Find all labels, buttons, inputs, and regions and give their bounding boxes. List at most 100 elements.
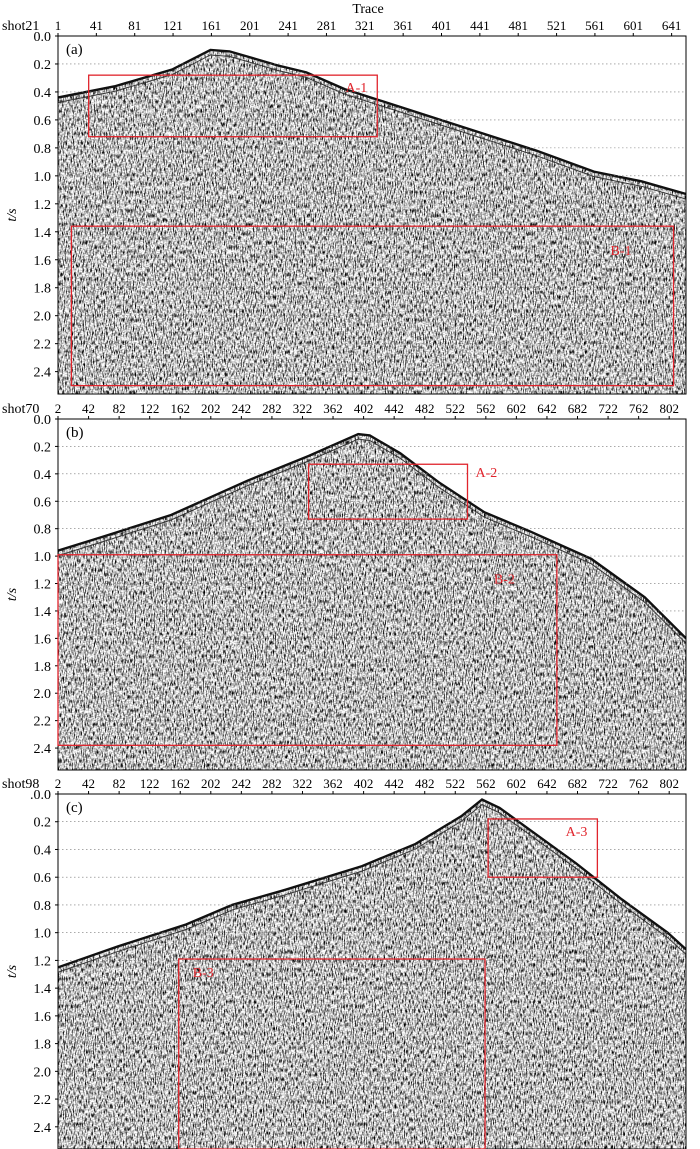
x-tick-label: 562 bbox=[476, 776, 496, 791]
y-tick-label: 1.0 bbox=[34, 550, 52, 565]
x-tick-label: 482 bbox=[415, 401, 435, 416]
x-tick-label: 201 bbox=[240, 18, 260, 33]
x-tick-label: 562 bbox=[476, 401, 496, 416]
shot-label: shot98 bbox=[2, 777, 39, 792]
y-tick-label: 2.2 bbox=[34, 715, 52, 730]
first-break-echo bbox=[58, 803, 686, 973]
x-tick-label: 82 bbox=[113, 401, 126, 416]
y-tick-label: 2.0 bbox=[34, 1065, 52, 1080]
y-tick-label: 0.0 bbox=[34, 30, 52, 45]
y-tick-label: 0.4 bbox=[34, 843, 52, 858]
y-tick-label: 0.8 bbox=[34, 142, 52, 157]
y-tick-label: 0.6 bbox=[34, 114, 52, 129]
region-label: A-3 bbox=[566, 825, 588, 840]
x-tick-label: 522 bbox=[446, 776, 466, 791]
region-box bbox=[70, 225, 675, 387]
panel-label: (c) bbox=[66, 800, 83, 816]
x-tick-label: 601 bbox=[624, 18, 644, 33]
y-axis-label: t/s bbox=[5, 208, 20, 222]
y-tick-label: 2.4 bbox=[34, 1121, 52, 1136]
x-tick-label: 42 bbox=[82, 401, 95, 416]
seismic-texture-fine bbox=[58, 49, 686, 394]
y-tick-label: 1.2 bbox=[34, 954, 52, 969]
panels: 1 41 81 121 161 201 241 281 321 361 401 441 481 521 56… bbox=[2, 18, 687, 1149]
x-tick-label: 642 bbox=[537, 776, 557, 791]
x-tick-label: 362 bbox=[323, 401, 343, 416]
first-break-echo bbox=[58, 438, 686, 644]
x-tick-label: 121 bbox=[163, 18, 183, 33]
x-tick-label: 42 bbox=[82, 776, 95, 791]
y-tick-label: 0.8 bbox=[34, 523, 52, 538]
y-tick-label: 1.6 bbox=[34, 1010, 52, 1025]
x-tick-label: 641 bbox=[662, 18, 682, 33]
y-tick-label: 1.8 bbox=[34, 282, 52, 297]
region-box bbox=[178, 958, 486, 1149]
x-tick-label: 322 bbox=[293, 776, 313, 791]
x-tick-label: 682 bbox=[568, 401, 588, 416]
y-tick-label: 1.6 bbox=[34, 254, 52, 269]
y-tick-label: 1.2 bbox=[34, 578, 52, 593]
x-tick-label: 441 bbox=[470, 18, 490, 33]
shot-label: shot70 bbox=[2, 402, 39, 417]
x-tick-label: 561 bbox=[585, 18, 605, 33]
seismic-data bbox=[58, 798, 686, 1149]
y-axis-label: t/s bbox=[5, 587, 20, 601]
y-tick-label: 1.0 bbox=[34, 927, 52, 942]
y-tick-label: .0.0 bbox=[30, 788, 51, 803]
y-tick-label: 1.8 bbox=[34, 660, 52, 675]
y-tick-label: 1.2 bbox=[34, 198, 52, 213]
seismic-texture-fine bbox=[58, 799, 686, 1149]
region-box bbox=[88, 74, 378, 138]
y-tick-label: 2.0 bbox=[34, 687, 52, 702]
x-tick-label: 642 bbox=[537, 401, 557, 416]
y-tick-label: 0.6 bbox=[34, 871, 52, 886]
y-tick-label: 1.4 bbox=[34, 982, 52, 997]
region-label: B-2 bbox=[494, 573, 515, 588]
x-tick-label: 762 bbox=[629, 401, 649, 416]
x-tick-label: 322 bbox=[293, 401, 313, 416]
x-tick-label: 802 bbox=[659, 776, 679, 791]
x-tick-label: 282 bbox=[262, 776, 282, 791]
x-tick-label: 802 bbox=[659, 401, 679, 416]
x-tick-label: 242 bbox=[232, 401, 252, 416]
region-label: B-1 bbox=[611, 244, 632, 259]
shot-label: shot21 bbox=[2, 19, 39, 34]
x-tick-label: 242 bbox=[232, 776, 252, 791]
region-label: A-2 bbox=[475, 466, 497, 481]
region-box bbox=[57, 554, 558, 746]
seismic-texture-fine bbox=[58, 434, 686, 770]
y-tick-label: 0.2 bbox=[34, 440, 52, 455]
y-tick-label: 0.6 bbox=[34, 495, 52, 510]
panel-label: (a) bbox=[66, 42, 83, 58]
y-tick-label: 0.4 bbox=[34, 468, 52, 483]
x-tick-label: 362 bbox=[323, 776, 343, 791]
x-tick-label: 82 bbox=[113, 776, 126, 791]
y-tick-label: 0.8 bbox=[34, 899, 52, 914]
x-tick-label: 442 bbox=[384, 776, 404, 791]
x-tick-label: 162 bbox=[170, 401, 190, 416]
x-tick-label: 282 bbox=[262, 401, 282, 416]
x-tick-label: 682 bbox=[568, 776, 588, 791]
x-tick-label: 1 bbox=[55, 18, 62, 33]
panel-frame bbox=[57, 793, 687, 1149]
seismic-panel: 2 42 82 122 162 202 242 282 322 362 402 442 482 522 56… bbox=[2, 401, 687, 771]
first-break-line bbox=[58, 48, 686, 196]
region-label: B-3 bbox=[193, 966, 214, 981]
seismic-data bbox=[58, 432, 686, 770]
x-tick-label: 402 bbox=[354, 401, 374, 416]
x-tick-label: 401 bbox=[432, 18, 452, 33]
x-tick-label: 241 bbox=[278, 18, 298, 33]
y-tick-label: 2.4 bbox=[34, 366, 52, 381]
top-axis-title: Trace bbox=[352, 2, 383, 17]
seismic-panel: 2 42 82 122 162 202 242 282 322 362 402 442 482 522 56… bbox=[2, 776, 687, 1149]
x-tick-label: 402 bbox=[354, 776, 374, 791]
x-tick-label: 602 bbox=[507, 401, 527, 416]
first-break-line bbox=[58, 798, 686, 969]
y-tick-label: 2.2 bbox=[34, 1093, 52, 1108]
x-tick-label: 41 bbox=[90, 18, 103, 33]
y-tick-label: 0.4 bbox=[34, 86, 52, 101]
y-tick-label: 0.2 bbox=[34, 58, 52, 73]
y-tick-label: 0.0 bbox=[34, 413, 52, 428]
y-tick-label: 2.2 bbox=[34, 338, 52, 353]
x-tick-label: 162 bbox=[170, 776, 190, 791]
